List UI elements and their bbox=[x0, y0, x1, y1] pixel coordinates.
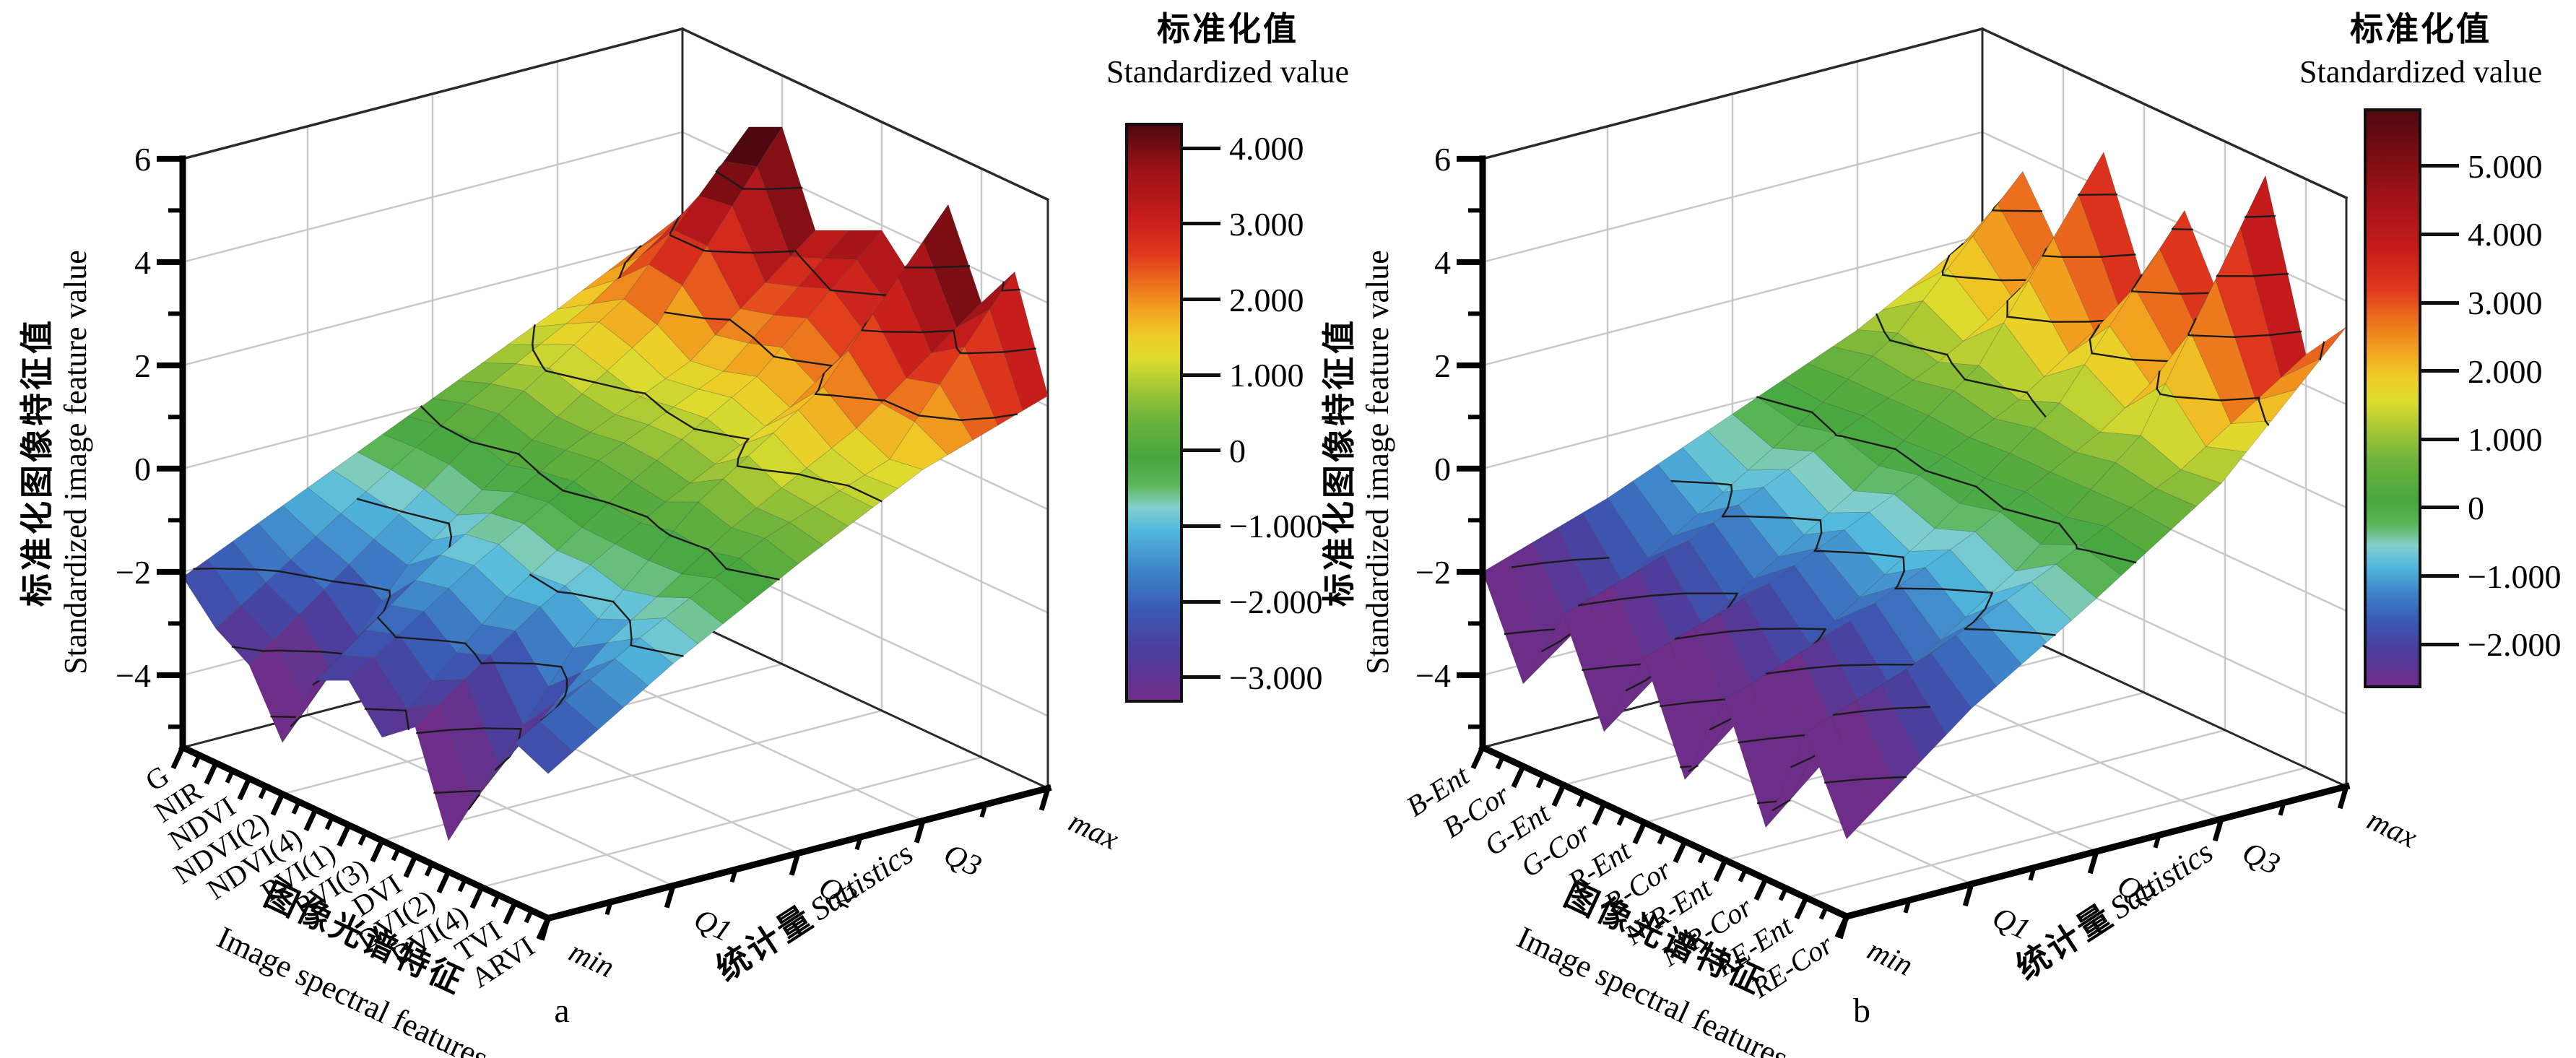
z-tick-label: 4 bbox=[1434, 244, 1451, 281]
colorbar-title-cn-b: 标准化值 bbox=[2350, 11, 2492, 48]
colorbar-tick-label: −2.000 bbox=[2468, 626, 2562, 664]
colorbar-tick-label: 4.000 bbox=[1229, 130, 1304, 168]
colorbar-a: 4.000 3.000 2.000 1.000 0 −1.000 −2.000 −3.000 bbox=[1125, 123, 1414, 703]
z-axis-title-en-a: Standardized image feature value bbox=[58, 250, 93, 675]
colorbar-tick-label: 0 bbox=[1229, 432, 1246, 469]
colorbar-tick-label: 2.000 bbox=[1229, 281, 1304, 318]
stats-tick-label: Q3 bbox=[939, 838, 986, 883]
z-tick-label: −4 bbox=[116, 657, 151, 694]
surface-b bbox=[1482, 152, 2347, 840]
colorbar-tick bbox=[1183, 298, 1220, 302]
z-tick-label: 0 bbox=[1434, 451, 1451, 487]
colorbar-title-cn-a: 标准化值 bbox=[1157, 11, 1298, 48]
z-tick-label: −2 bbox=[1415, 554, 1451, 591]
colorbar-tick-label: 1.000 bbox=[2468, 421, 2543, 459]
stats-tick-label: Q3 bbox=[2237, 836, 2285, 881]
colorbar-tick-label: 2.000 bbox=[2468, 352, 2543, 390]
colorbar-tick-label: 4.000 bbox=[2468, 216, 2543, 253]
z-tick-label: 6 bbox=[134, 141, 151, 178]
panel-a: 6420−2−4GNIRNDVINDVI(2)NDVI(4)RVI(1)RVI(… bbox=[116, 27, 1124, 994]
z-tick-label: 6 bbox=[1434, 141, 1451, 178]
surface-a bbox=[182, 126, 1049, 841]
colorbar-gradient-b bbox=[2364, 108, 2421, 688]
stats-tick-label: min bbox=[564, 935, 620, 984]
colorbar-gradient-a bbox=[1125, 123, 1183, 703]
colorbar-tick bbox=[1183, 448, 1220, 453]
stats-tick-label: Q1 bbox=[689, 903, 737, 948]
z-tick-label: 2 bbox=[134, 347, 151, 384]
z-tick-label: −4 bbox=[1415, 657, 1451, 694]
colorbar-tick bbox=[2421, 369, 2459, 373]
colorbar-tick-label: −1.000 bbox=[2468, 558, 2562, 595]
z-tick-label: 2 bbox=[1434, 347, 1451, 384]
panel-b: 6420−2−4B-EntB-CorG-EntG-CorR-EntR-CorNI… bbox=[1400, 27, 2422, 1005]
colorbar-tick bbox=[2421, 437, 2459, 441]
colorbar-tick bbox=[2421, 232, 2459, 236]
colorbar-tick bbox=[1183, 524, 1220, 528]
z-axis-title-cn-a: 标准化图像特征值 bbox=[19, 318, 56, 607]
colorbar-title-en-b: Standardized value bbox=[2299, 54, 2542, 90]
colorbar-tick bbox=[2421, 574, 2459, 578]
colorbar-tick bbox=[2421, 642, 2459, 646]
colorbar-tick-label: −3.000 bbox=[1229, 659, 1323, 696]
stats-tick-label: max bbox=[1064, 805, 1124, 857]
colorbar-tick bbox=[1183, 675, 1220, 680]
colorbar-b: 5.000 4.000 3.000 2.000 1.000 0 −1.000 −2.000 bbox=[2364, 108, 2576, 688]
colorbar-tick bbox=[2421, 300, 2459, 305]
colorbar-tick-label: 1.000 bbox=[1229, 357, 1304, 394]
panel-letter-b: b bbox=[1853, 992, 1870, 1030]
z-tick-label: −2 bbox=[116, 554, 151, 591]
stats-tick-label: Q1 bbox=[1987, 901, 2035, 946]
z-tick-label: 4 bbox=[134, 244, 151, 281]
colorbar-tick bbox=[1183, 599, 1220, 604]
colorbar-tick-label: 0 bbox=[2468, 489, 2484, 526]
colorbar-tick-label: 5.000 bbox=[2468, 147, 2543, 185]
z-tick-label: 0 bbox=[134, 451, 151, 487]
panel-letter-a: a bbox=[554, 992, 570, 1030]
colorbar-tick bbox=[2421, 164, 2459, 168]
colorbar-tick bbox=[2421, 506, 2459, 510]
colorbar-tick bbox=[1183, 373, 1220, 377]
colorbar-tick-label: −2.000 bbox=[1229, 584, 1323, 620]
colorbar-tick-label: 3.000 bbox=[1229, 205, 1304, 243]
colorbar-tick-label: 3.000 bbox=[2468, 285, 2543, 321]
stats-tick-label: min bbox=[1862, 933, 1918, 982]
colorbar-title-en-a: Standardized value bbox=[1106, 54, 1349, 90]
colorbar-tick-label: −1.000 bbox=[1229, 508, 1323, 545]
colorbar-tick bbox=[1183, 146, 1220, 150]
colorbar-tick bbox=[1183, 222, 1220, 226]
stats-tick-label: max bbox=[2362, 803, 2422, 854]
